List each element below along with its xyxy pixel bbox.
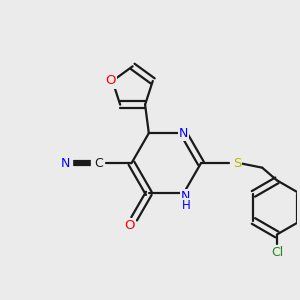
Text: O: O: [106, 74, 116, 88]
Text: Cl: Cl: [271, 246, 283, 259]
Text: N: N: [179, 127, 188, 140]
Text: N: N: [181, 190, 190, 203]
Text: N: N: [61, 157, 70, 170]
Text: H: H: [182, 199, 190, 212]
Text: C: C: [94, 157, 103, 170]
Text: S: S: [233, 157, 241, 170]
Text: O: O: [125, 220, 135, 232]
